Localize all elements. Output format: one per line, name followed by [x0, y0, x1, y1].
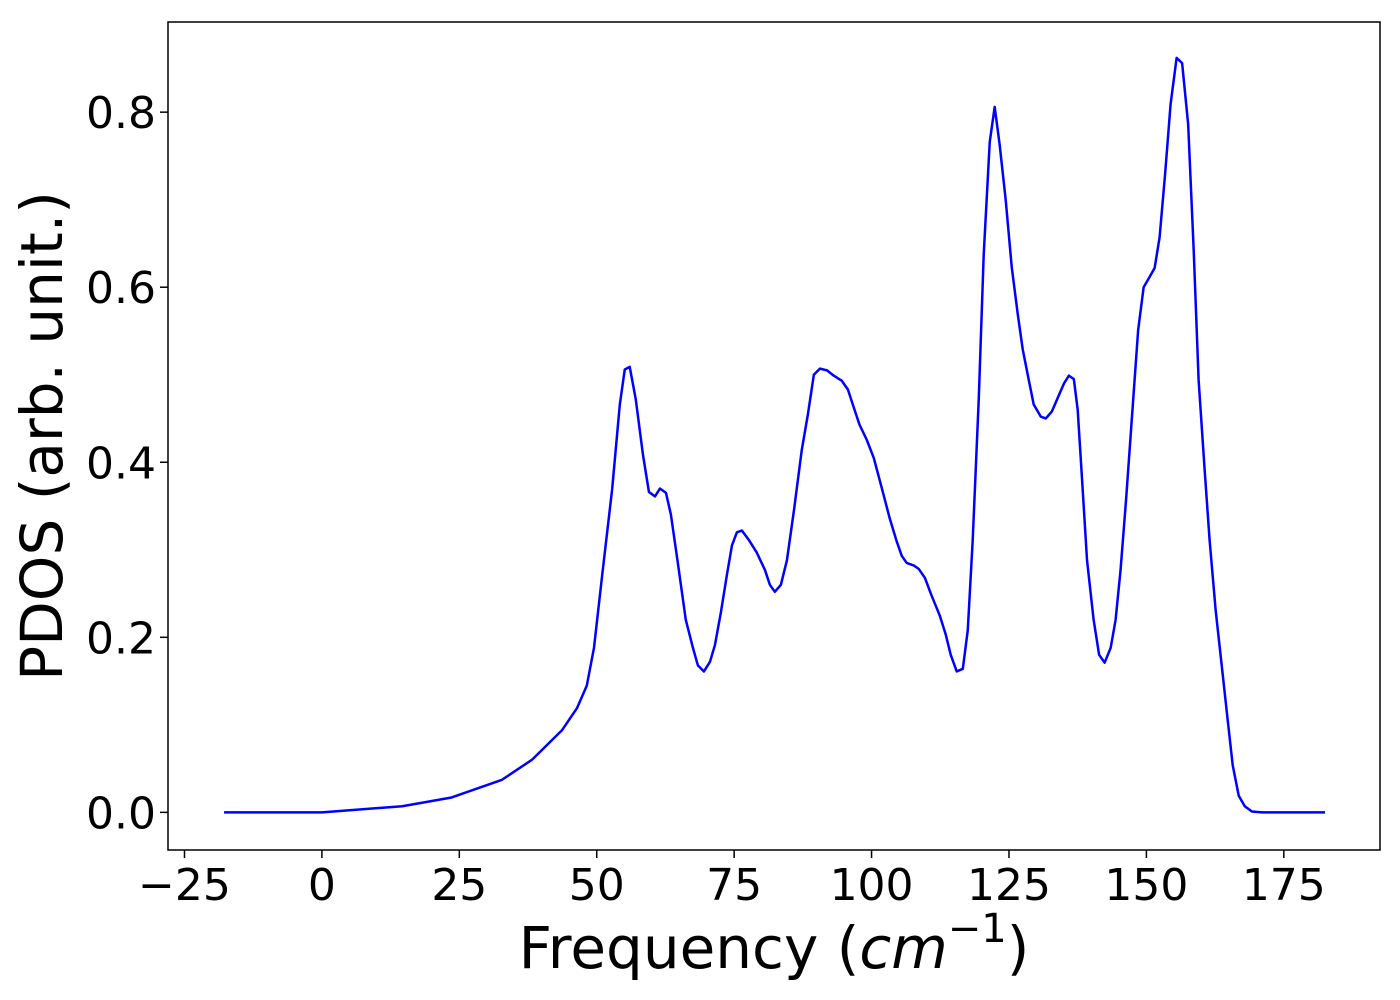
- x-tick-label: 25: [431, 860, 487, 911]
- y-tick-label: 0.8: [86, 88, 156, 139]
- y-tick-label: 0.2: [86, 613, 156, 664]
- y-tick-label: 0.4: [86, 438, 156, 489]
- x-label-math: cm: [859, 914, 947, 982]
- x-tick-label: 150: [1104, 860, 1188, 911]
- x-tick-label: 50: [569, 860, 625, 911]
- data-line: [224, 56, 1326, 814]
- x-label-sup: −1: [948, 906, 1007, 952]
- y-tick-label: 0.0: [86, 788, 156, 839]
- x-tick-label: 125: [967, 860, 1051, 911]
- plot-frame: [167, 21, 1381, 851]
- y-axis-label: PDOS (arb. unit.): [8, 191, 76, 681]
- y-tick-label: 0.6: [86, 263, 156, 314]
- x-label-close: ): [1007, 914, 1030, 982]
- x-tick-label: 0: [308, 860, 336, 911]
- x-tick-label: 100: [830, 860, 914, 911]
- x-label-text: Frequency (: [519, 914, 860, 982]
- x-tick-label: 175: [1242, 860, 1326, 911]
- x-axis-label: Frequency (cm−1): [519, 906, 1030, 982]
- x-tick-label: −25: [138, 860, 231, 911]
- x-tick-label: 75: [706, 860, 762, 911]
